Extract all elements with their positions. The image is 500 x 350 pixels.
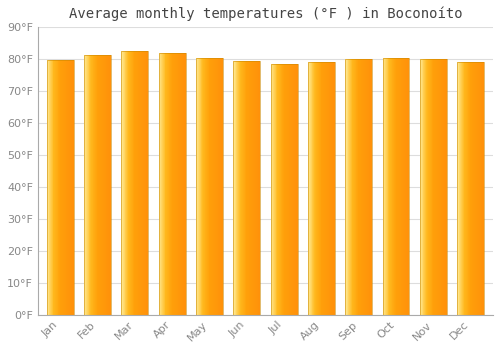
Title: Average monthly temperatures (°F ) in Boconoíto: Average monthly temperatures (°F ) in Bo…	[68, 7, 462, 21]
Bar	[457, 62, 484, 315]
Bar	[158, 53, 186, 315]
Bar	[234, 61, 260, 315]
Bar	[122, 51, 148, 315]
Bar	[270, 64, 297, 315]
Bar	[308, 62, 335, 315]
Bar	[420, 59, 447, 315]
Bar	[47, 61, 74, 315]
Bar	[196, 58, 223, 315]
Bar	[346, 60, 372, 315]
Bar	[382, 58, 409, 315]
Bar	[84, 55, 111, 315]
